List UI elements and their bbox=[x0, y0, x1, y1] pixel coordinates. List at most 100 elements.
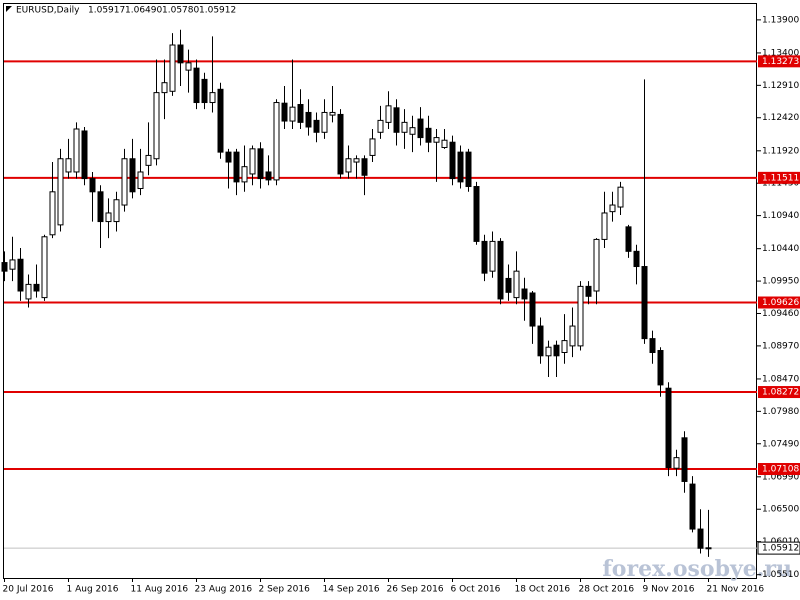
candle-body bbox=[161, 82, 168, 94]
candle-body bbox=[689, 483, 696, 530]
candle-body bbox=[433, 137, 440, 143]
corner-icon bbox=[6, 6, 12, 12]
y-tick-label: 1.09460 bbox=[762, 309, 799, 319]
candle-body bbox=[265, 171, 272, 181]
candle-body bbox=[393, 107, 400, 133]
candle-body bbox=[569, 325, 576, 347]
y-tick-label: 1.07980 bbox=[762, 407, 799, 417]
y-tick-label: 1.13400 bbox=[762, 48, 799, 58]
candle-body bbox=[417, 118, 424, 139]
candle-body bbox=[625, 226, 632, 252]
candle-body bbox=[249, 148, 256, 175]
level-label: 1.08272 bbox=[762, 388, 799, 398]
candle-body bbox=[25, 283, 32, 300]
candle-body bbox=[305, 111, 312, 128]
level-label: 1.09626 bbox=[762, 298, 799, 308]
y-tick-label: 1.12420 bbox=[762, 113, 799, 123]
candle-body bbox=[33, 283, 40, 292]
candle-body bbox=[521, 288, 528, 300]
candle-body bbox=[657, 350, 664, 386]
candle-body bbox=[209, 92, 216, 104]
candle-body bbox=[241, 166, 248, 183]
y-tick-label: 1.06990 bbox=[762, 472, 799, 482]
level-label: 1.13273 bbox=[762, 57, 799, 67]
candle-body bbox=[497, 240, 504, 300]
candle-body bbox=[313, 119, 320, 133]
candle-body bbox=[41, 236, 48, 299]
candle-body bbox=[409, 127, 416, 135]
x-tick-label: 6 Oct 2016 bbox=[451, 585, 501, 595]
level-label-box bbox=[758, 463, 800, 476]
title-value: 1.05912 bbox=[199, 6, 236, 16]
candle-body bbox=[297, 104, 304, 123]
candle-body bbox=[449, 141, 456, 180]
candle-body bbox=[465, 151, 472, 188]
watermark: forex.osobye.ru bbox=[602, 556, 792, 582]
candle-body bbox=[561, 340, 568, 353]
chart-title: EURUSD,Daily bbox=[16, 6, 80, 16]
candle-body bbox=[129, 158, 136, 193]
y-tick-label: 1.10940 bbox=[762, 211, 799, 221]
plot-frame bbox=[3, 3, 757, 579]
level-label-box bbox=[758, 171, 800, 184]
candle-body bbox=[649, 338, 656, 354]
candle-body bbox=[513, 270, 520, 299]
candle-body bbox=[89, 178, 96, 193]
y-tick-label: 1.06500 bbox=[762, 505, 799, 515]
candle-body bbox=[329, 111, 336, 116]
title-value: 1.05917 bbox=[88, 6, 125, 16]
candle-body bbox=[105, 212, 112, 223]
candle-body bbox=[281, 102, 288, 122]
candle-body bbox=[425, 127, 432, 143]
candle-body bbox=[441, 139, 448, 148]
y-tick-label: 1.08970 bbox=[762, 341, 799, 351]
y-tick-label: 1.13900 bbox=[762, 15, 799, 25]
candle-body bbox=[321, 111, 328, 133]
x-tick-label: 26 Sep 2016 bbox=[387, 585, 444, 595]
candle-body bbox=[169, 44, 176, 92]
candle-body bbox=[673, 457, 680, 469]
candle-body bbox=[201, 78, 208, 104]
candle-body bbox=[153, 92, 160, 160]
candle-body bbox=[369, 138, 376, 156]
x-tick-label: 23 Aug 2016 bbox=[195, 585, 253, 595]
candle-body bbox=[49, 191, 56, 236]
candle-body bbox=[361, 158, 368, 176]
x-tick-label: 1 Aug 2016 bbox=[67, 585, 119, 595]
candle-body bbox=[257, 148, 264, 180]
y-tick-label: 1.08470 bbox=[762, 374, 799, 384]
candle-body bbox=[225, 151, 232, 163]
title-value: 1.05780 bbox=[162, 6, 199, 16]
candle-body bbox=[593, 238, 600, 292]
candle-body bbox=[289, 106, 296, 122]
x-tick-label: 18 Oct 2016 bbox=[515, 585, 571, 595]
candle-body bbox=[233, 151, 240, 183]
candle-body bbox=[17, 258, 24, 292]
candle-body bbox=[617, 186, 624, 208]
x-tick-label: 11 Aug 2016 bbox=[131, 585, 189, 595]
candle-body bbox=[345, 158, 352, 173]
candle-body bbox=[145, 154, 152, 166]
title-value: 1.06490 bbox=[125, 6, 162, 16]
level-label: 1.11511 bbox=[762, 173, 799, 183]
candle-body bbox=[457, 151, 464, 183]
candle-body bbox=[217, 88, 224, 153]
candle-body bbox=[137, 171, 144, 189]
candle-body bbox=[273, 102, 280, 181]
x-tick-label: 2 Sep 2016 bbox=[259, 585, 311, 595]
y-tick-label: 1.10440 bbox=[762, 244, 799, 254]
level-label-box bbox=[758, 386, 800, 399]
candle-body bbox=[353, 158, 360, 163]
candle-body bbox=[121, 158, 128, 206]
x-tick-label: 20 Jul 2016 bbox=[3, 585, 54, 595]
candle-body bbox=[337, 113, 344, 175]
candle-body bbox=[601, 212, 608, 240]
candle-body bbox=[553, 344, 560, 357]
candle-body bbox=[705, 547, 712, 550]
candle-body bbox=[81, 130, 88, 180]
candle-body bbox=[401, 121, 408, 133]
last-price-box bbox=[757, 541, 800, 555]
candle-body bbox=[609, 204, 616, 213]
